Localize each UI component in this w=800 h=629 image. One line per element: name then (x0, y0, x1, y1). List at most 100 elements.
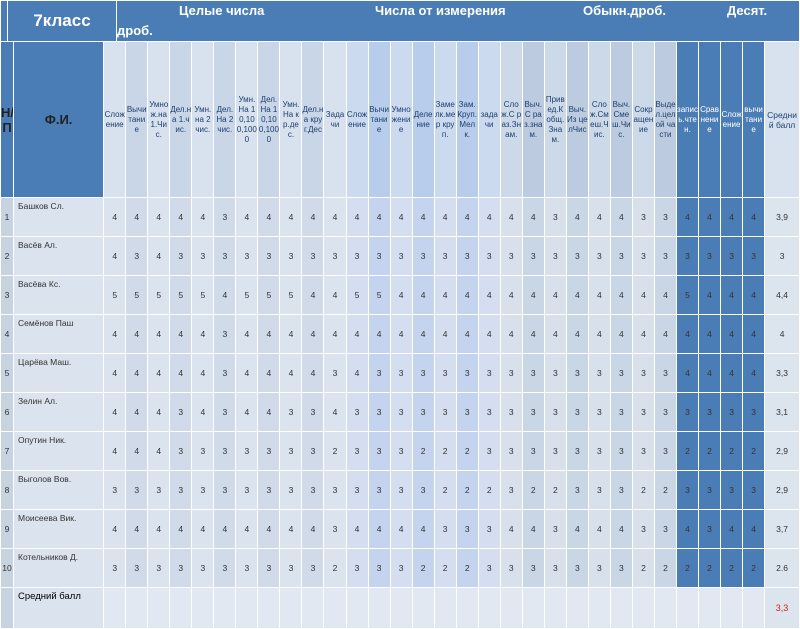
grade-cell: 3 (213, 353, 237, 393)
grade-cell: 3 (720, 392, 744, 432)
grade-cell: 4 (279, 509, 303, 549)
footer-empty-cell (345, 587, 369, 629)
grade-cell: 4 (147, 392, 171, 432)
student-name: Семёнов Паш (13, 314, 105, 354)
subject-header-17: Зам.Круп.Мелк. (455, 41, 479, 198)
grade-cell: 4 (147, 431, 171, 471)
table-row: 7 Опутин Ник. 4 4 4 3 3 3 3 3 3 3 2 3 3 3 2 2 2 3 3 3 3 3 3 3 3 3 2 2… (0, 431, 800, 471)
grade-cell: 5 (675, 275, 700, 315)
grade-cell: 4 (169, 509, 193, 549)
subject-header-16: Замелк.мер круп. (433, 41, 457, 198)
grade-cell: 4 (499, 314, 523, 354)
subject-header-6: Дел.На 2чис. (213, 41, 237, 198)
grade-cell: 5 (103, 275, 127, 315)
student-name: Васёв Ал. (13, 236, 105, 276)
subject-header-10: Дел.на круг.Дес (301, 41, 325, 198)
grade-cell: 3 (213, 392, 237, 432)
footer-empty-cell (720, 587, 744, 629)
footer-empty-cell (257, 587, 281, 629)
grade-cell: 4 (235, 314, 259, 354)
grade-cell: 5 (191, 275, 215, 315)
grade-cell: 3 (279, 392, 303, 432)
grade-cell: 3 (213, 197, 237, 237)
grade-cell: 2 (455, 548, 479, 588)
grade-cell: 3 (213, 314, 237, 354)
grade-cell: 4 (257, 509, 281, 549)
grade-cell: 4 (433, 197, 457, 237)
grade-cell: 4 (367, 314, 391, 354)
grade-cell: 4 (147, 236, 171, 276)
student-average: 4 (764, 314, 800, 354)
grade-cell: 4 (301, 353, 325, 393)
grade-cell: 3 (433, 392, 457, 432)
table-row: 1 Башков Сл. 4 4 4 4 4 3 4 4 4 4 4 4 4 4 4 4 4 4 4 4 3 4 4 4 3 3 4 4 4… (0, 197, 800, 237)
grade-cell: 3 (389, 548, 413, 588)
grade-cell: 2 (631, 548, 655, 588)
grade-cell: 3 (543, 509, 567, 549)
grade-cell: 3 (742, 236, 766, 276)
grade-cell: 4 (609, 275, 633, 315)
subject-header-12: Сложение (345, 41, 369, 198)
grade-cell: 3 (411, 353, 435, 393)
subject-header-7: Умн.На 10,100,1000 (235, 41, 259, 198)
table-row: 10 Котельников Д. 3 3 3 3 3 3 3 3 3 3 2 3 3 3 2 2 2 3 3 3 3 3 3 3… (0, 548, 800, 588)
grade-cell: 3 (301, 470, 325, 510)
grade-cell: 4 (389, 509, 413, 549)
grade-cell: 4 (169, 353, 193, 393)
grade-cell: 4 (609, 197, 633, 237)
grade-cell: 4 (742, 275, 766, 315)
grade-cell: 4 (653, 314, 677, 354)
footer-empty-cell (698, 587, 722, 629)
grade-cell: 3 (587, 236, 611, 276)
grade-cell: 3 (565, 470, 589, 510)
grade-cell: 3 (169, 431, 193, 471)
grade-cell: 4 (455, 197, 479, 237)
grade-cell: 2 (720, 431, 744, 471)
grade-cell: 4 (125, 314, 149, 354)
subject-header-8: Дел.На 10,100,1000 (257, 41, 281, 198)
grade-cell: 3 (675, 392, 700, 432)
grade-cell: 4 (742, 314, 766, 354)
grade-cell: 4 (609, 509, 633, 549)
grade-cell: 4 (411, 314, 435, 354)
student-average: 3,7 (764, 509, 800, 549)
footer-empty-cell (742, 587, 766, 629)
grade-cell: 4 (213, 275, 237, 315)
grade-cell: 3 (323, 509, 347, 549)
grade-cell: 3 (521, 353, 545, 393)
grade-cell: 3 (653, 197, 677, 237)
table-row: 4 Семёнов Паш 4 4 4 4 4 3 4 4 4 4 4 4 4 4 4 4 4 4 4 4 4 4 4 4 4 4 4 4… (0, 314, 800, 354)
banner-row: 7класс Целые числа Числа от измерения Об… (0, 0, 800, 42)
grade-cell: 3 (301, 392, 325, 432)
grade-cell: 3 (213, 548, 237, 588)
grade-cell: 2 (742, 431, 766, 471)
grade-cell: 4 (279, 197, 303, 237)
subject-header-23: Слож.Смеш.Чис. (587, 41, 611, 198)
student-average: 3,9 (764, 197, 800, 237)
grade-cell: 3 (169, 548, 193, 588)
footer-empty-cell (103, 587, 127, 629)
subject-header-30: вычитание (742, 41, 766, 198)
grade-cell: 4 (653, 275, 677, 315)
grade-cell: 4 (609, 314, 633, 354)
grade-cell: 4 (213, 509, 237, 549)
grade-cell: 4 (675, 353, 700, 393)
grade-cell: 4 (125, 353, 149, 393)
grade-cell: 3 (169, 470, 193, 510)
grade-cell: 3 (565, 548, 589, 588)
grade-cell: 3 (279, 236, 303, 276)
grade-cell: 3 (345, 548, 369, 588)
grade-cell: 2 (433, 470, 457, 510)
student-name: Опутин Ник. (13, 431, 105, 471)
grade-cell: 4 (720, 197, 744, 237)
grade-cell: 3 (521, 431, 545, 471)
grade-cell: 3 (587, 470, 611, 510)
footer-empty-cell (543, 587, 567, 629)
grade-cell: 2 (698, 431, 722, 471)
grade-cell: 3 (499, 431, 523, 471)
grade-cell: 4 (103, 353, 127, 393)
grade-cell: 3 (609, 353, 633, 393)
grade-cell: 3 (389, 392, 413, 432)
grade-cell: 3 (631, 236, 655, 276)
table-row: 9 Моисеева Вик. 4 4 4 4 4 4 4 4 4 4 3 4 4 4 4 3 3 3 4 4 3 4 4 4 3 3… (0, 509, 800, 549)
